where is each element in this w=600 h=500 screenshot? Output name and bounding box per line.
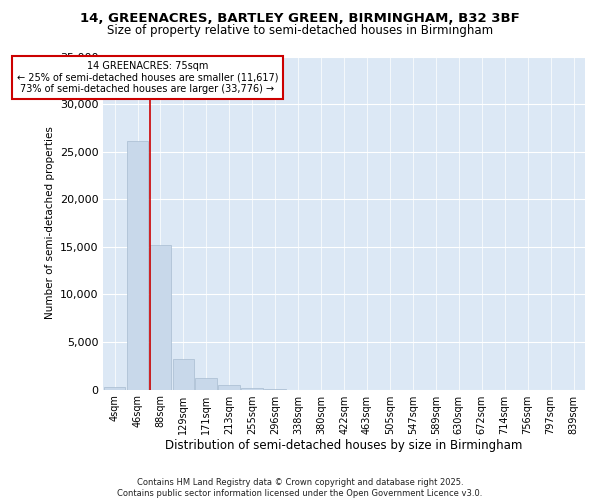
Text: Size of property relative to semi-detached houses in Birmingham: Size of property relative to semi-detach… <box>107 24 493 37</box>
Bar <box>241 388 263 390</box>
Text: 14, GREENACRES, BARTLEY GREEN, BIRMINGHAM, B32 3BF: 14, GREENACRES, BARTLEY GREEN, BIRMINGHA… <box>80 12 520 26</box>
Text: Contains HM Land Registry data © Crown copyright and database right 2025.
Contai: Contains HM Land Registry data © Crown c… <box>118 478 482 498</box>
Bar <box>127 141 148 390</box>
Bar <box>104 386 125 390</box>
Bar <box>196 378 217 390</box>
Text: 14 GREENACRES: 75sqm
← 25% of semi-detached houses are smaller (11,617)
73% of s: 14 GREENACRES: 75sqm ← 25% of semi-detac… <box>17 62 278 94</box>
Bar <box>149 245 172 390</box>
Y-axis label: Number of semi-detached properties: Number of semi-detached properties <box>46 126 55 320</box>
Bar <box>173 359 194 390</box>
X-axis label: Distribution of semi-detached houses by size in Birmingham: Distribution of semi-detached houses by … <box>166 440 523 452</box>
Bar <box>218 386 240 390</box>
